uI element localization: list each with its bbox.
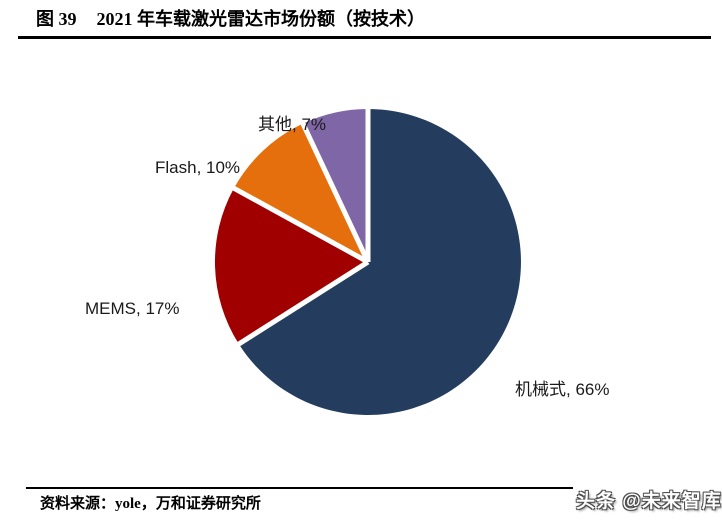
pie-label-mems: MEMS, 17% bbox=[85, 299, 180, 318]
pie-chart bbox=[214, 106, 521, 415]
figure-title-text: 2021 年车载激光雷达市场份额（按技术） bbox=[96, 9, 426, 29]
pie-label-flash: Flash, 10% bbox=[155, 158, 241, 177]
pie-chart-area: 其他, 7% Flash, 10% MEMS, 17% 机械式, 66% bbox=[0, 40, 722, 480]
title-divider bbox=[18, 36, 711, 39]
figure-number: 图 39 bbox=[36, 9, 77, 29]
pie-slice-flash bbox=[233, 123, 368, 262]
pie-slice-mems bbox=[214, 188, 368, 344]
pie-label-others: 其他, 7% bbox=[258, 115, 327, 134]
pie-slice-mechanical bbox=[238, 109, 521, 415]
source-note: 资料来源：yole，万和证券研究所 bbox=[40, 496, 261, 512]
footer-divider bbox=[26, 487, 573, 489]
slice-separator bbox=[230, 184, 370, 265]
pie-label-mechanical: 机械式, 66% bbox=[515, 380, 610, 399]
slice-separator bbox=[299, 119, 371, 264]
slice-separator bbox=[234, 259, 370, 348]
watermark: 头条 @未来智库 bbox=[576, 491, 722, 512]
figure-title: 图 39 2021 年车载激光雷达市场份额（按技术） bbox=[36, 5, 425, 31]
